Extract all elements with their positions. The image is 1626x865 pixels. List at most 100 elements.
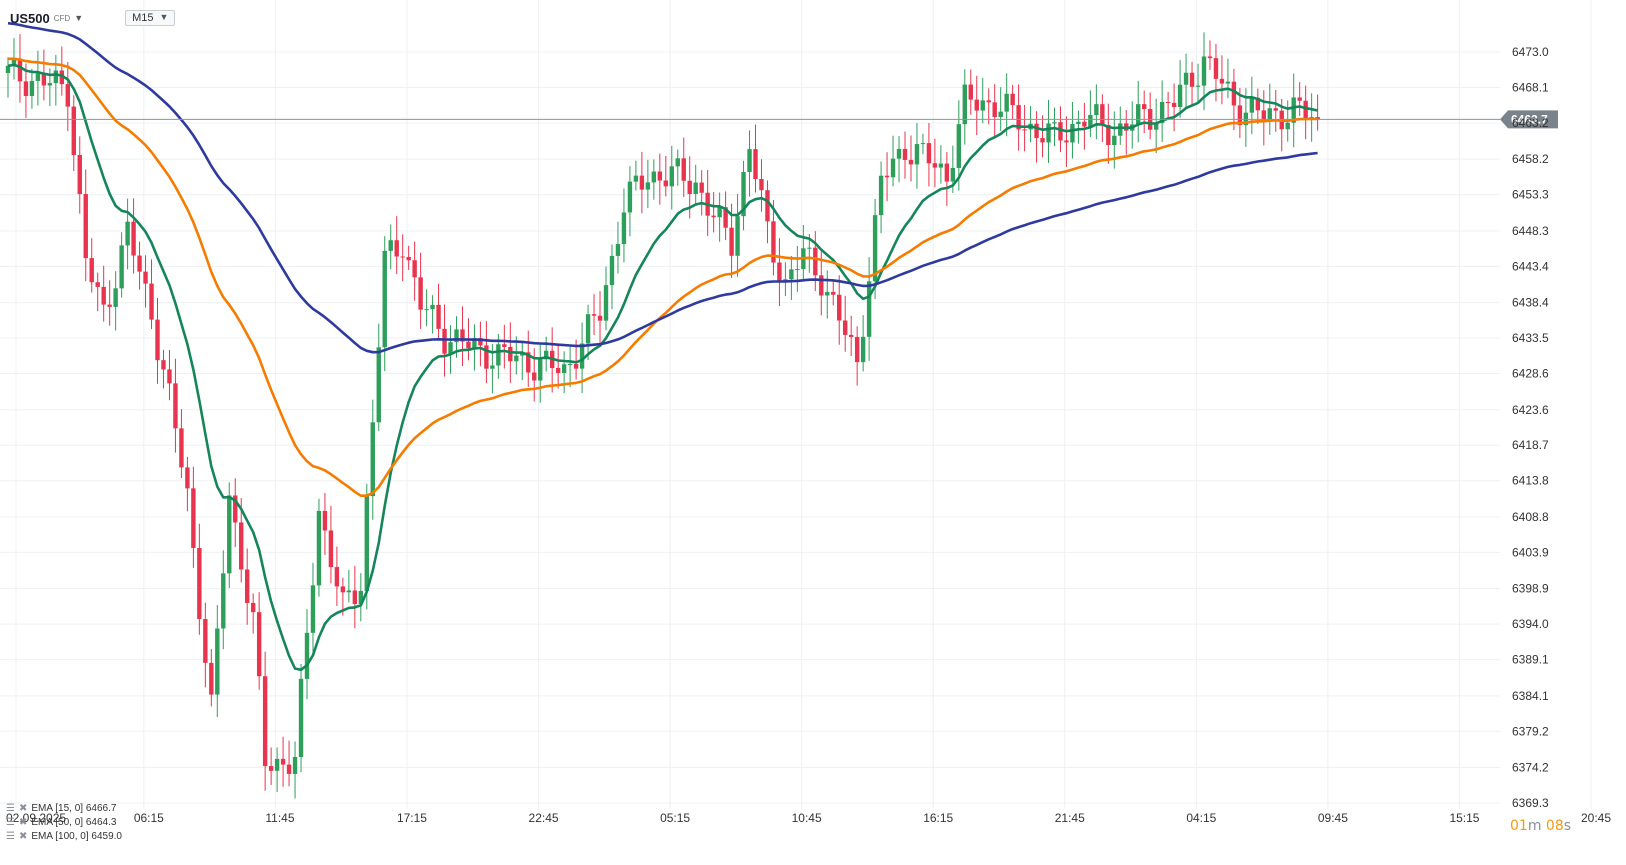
candle-body	[974, 99, 979, 111]
candle-body	[161, 360, 166, 370]
candle-body	[532, 372, 537, 381]
candle-body	[388, 240, 393, 251]
y-tick-label: 6379.2	[1512, 724, 1549, 738]
candle-body	[400, 256, 405, 258]
y-tick-label: 6384.1	[1512, 689, 1549, 703]
candle-body	[245, 569, 250, 603]
candle-body	[358, 590, 364, 605]
candle-body	[173, 383, 178, 429]
candle-body	[268, 766, 274, 771]
candle-body	[944, 163, 950, 182]
candle-body	[1189, 72, 1195, 87]
candle-body	[298, 678, 304, 758]
close-icon[interactable]: ✖	[18, 831, 28, 842]
candle-body	[908, 159, 914, 165]
timeframe-selector[interactable]: M15 ▼	[125, 10, 176, 26]
candle-body	[35, 73, 41, 81]
candle-body	[304, 632, 310, 679]
candle-body	[250, 602, 256, 613]
candle-body	[538, 359, 543, 381]
candle-body	[962, 84, 967, 125]
candle-body	[1034, 123, 1039, 139]
candle-body	[346, 590, 352, 593]
candle-body	[430, 304, 435, 310]
candle-body	[1052, 122, 1057, 124]
candle-body	[657, 171, 663, 181]
candle-body	[502, 344, 507, 347]
ema-line	[8, 57, 1318, 497]
candle-body	[478, 338, 483, 346]
candle-body	[5, 65, 11, 74]
indicator-row: ☰ ✖ EMA [100, 0] 6459.0	[6, 830, 122, 844]
candle-body	[986, 100, 991, 103]
candle-body	[340, 586, 346, 593]
candle-body	[729, 227, 734, 256]
candle-body	[334, 567, 340, 587]
ema-lines	[7, 21, 1318, 672]
candle-body	[1249, 97, 1255, 113]
candle-body	[1297, 97, 1302, 101]
chevron-down-icon: ▼	[159, 12, 169, 22]
candle-body	[125, 221, 130, 246]
candle-body	[1237, 105, 1243, 126]
settings-icon[interactable]: ☰	[6, 831, 15, 842]
candle-body	[1070, 124, 1075, 143]
candle-body	[669, 166, 674, 187]
timer-minutes-unit: m	[1527, 818, 1542, 834]
y-tick-label: 6438.4	[1512, 296, 1549, 310]
candle-body	[412, 260, 417, 278]
candle-body	[1183, 72, 1189, 85]
candle-body	[1004, 93, 1009, 112]
candle-body	[1046, 123, 1051, 143]
indicator-row: ☰ ✖ EMA [50, 0] 6464.3	[6, 816, 122, 830]
candle-body	[573, 364, 579, 369]
candle-body	[561, 364, 567, 374]
timer-minutes: 01	[1510, 818, 1528, 834]
candle-body	[1291, 97, 1296, 123]
y-tick-label: 6389.1	[1512, 653, 1549, 667]
candle-body	[209, 662, 214, 695]
candle-body	[484, 345, 489, 369]
candle-body	[490, 365, 495, 369]
candle-body	[711, 215, 716, 218]
candle-body	[956, 124, 962, 168]
candle-body	[1171, 102, 1177, 108]
symbol-selector[interactable]: US500 CFD ▼	[10, 11, 83, 26]
x-tick-label: 02.09.2025	[6, 811, 66, 825]
candle-body	[442, 328, 447, 354]
candle-body	[119, 245, 124, 289]
candle-body	[1112, 135, 1117, 146]
candle-body	[292, 757, 298, 774]
candle-body	[914, 144, 920, 165]
candle-body	[1142, 104, 1147, 110]
close-icon[interactable]: ✖	[18, 817, 28, 828]
y-tick-label: 6433.5	[1512, 331, 1549, 345]
settings-icon[interactable]: ☰	[6, 817, 15, 828]
close-icon[interactable]: ✖	[18, 803, 28, 814]
candles	[5, 32, 1320, 799]
x-tick-label: 22:45	[529, 811, 559, 825]
candle-body	[544, 350, 549, 360]
candle-body	[41, 73, 47, 86]
candle-body	[860, 336, 866, 363]
indicator-label: EMA [100, 0] 6459.0	[31, 831, 122, 842]
candle-body	[843, 320, 848, 335]
y-tick-label: 6463.2	[1512, 116, 1549, 130]
candle-body	[825, 291, 830, 296]
candle-body	[370, 422, 375, 497]
candle-body	[1285, 122, 1290, 130]
candle-body	[1231, 81, 1237, 106]
candle-body	[1153, 123, 1159, 130]
candle-body	[753, 149, 758, 179]
candle-body	[1213, 58, 1219, 79]
candle-body	[884, 175, 890, 178]
candle-body	[980, 100, 985, 111]
candle-body	[1201, 56, 1207, 86]
x-tick-label: 06:15	[134, 811, 164, 825]
candle-body	[1088, 114, 1093, 127]
candle-body	[496, 344, 501, 366]
y-tick-label: 6423.6	[1512, 403, 1549, 417]
settings-icon[interactable]: ☰	[6, 803, 15, 814]
current-price-line: 6463.7	[0, 110, 1558, 129]
